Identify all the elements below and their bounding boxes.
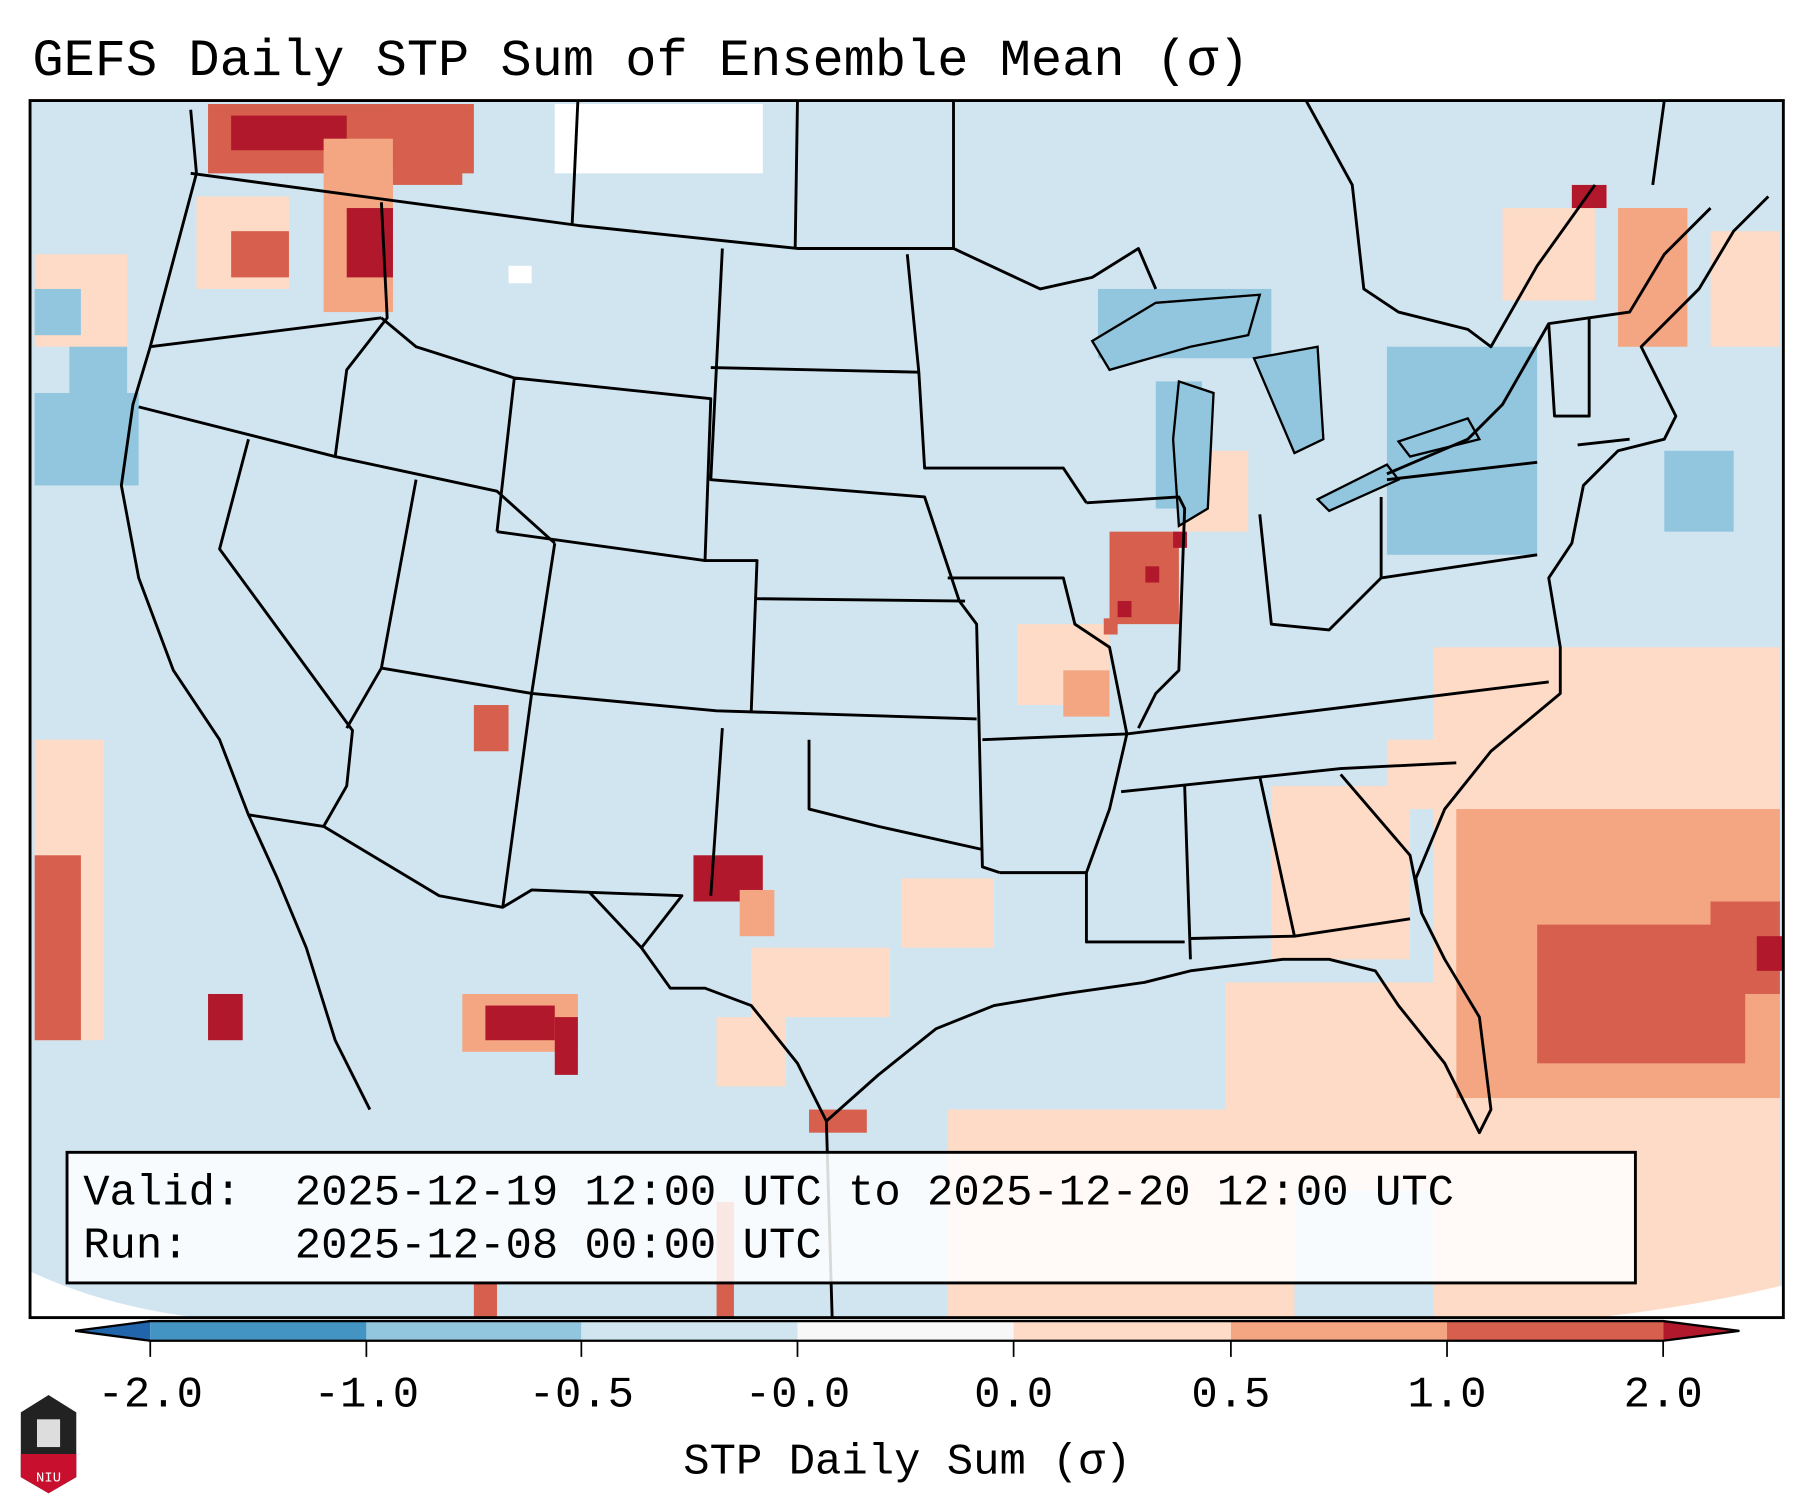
tick-label: -2.0 xyxy=(98,1371,203,1421)
grid-cell-patch xyxy=(34,288,81,336)
map-frame xyxy=(28,99,1785,1320)
map-projection-edge-right xyxy=(1594,1285,1784,1318)
grid-cell-patch xyxy=(473,1282,497,1318)
colorbar-segment xyxy=(150,1321,367,1341)
grid-cell-patch xyxy=(231,231,289,278)
grid-cell-patch xyxy=(69,346,128,393)
grid-cell xyxy=(1159,549,1174,566)
grid-cell-patch xyxy=(1618,208,1688,347)
grid-cell-patch xyxy=(208,993,243,1041)
grid-cell-patch xyxy=(485,1005,555,1041)
grid-cell-patch xyxy=(1664,450,1734,532)
colorbar-segment xyxy=(1013,1321,1231,1341)
colorbar-segment xyxy=(581,1321,798,1341)
grid-cell-patch xyxy=(1502,208,1595,301)
niu-logo: NIU xyxy=(20,1395,77,1494)
grid-cell-patch xyxy=(508,265,532,284)
colorbar-segment xyxy=(1230,1321,1448,1341)
grid-cell-patch xyxy=(739,889,775,937)
colorbar xyxy=(74,1319,1740,1357)
grid-cell-patch xyxy=(1063,670,1110,717)
grid-cell xyxy=(1117,601,1132,618)
grid-cell-patch xyxy=(554,104,763,174)
grid-cell-patch xyxy=(601,115,648,139)
colorbar-tick-labels: -2.0 -1.0 -0.5 -0.0 0.0 0.5 1.0 2.0 xyxy=(98,1371,1703,1421)
colorbar-segment xyxy=(366,1321,582,1341)
map-projection-edge-left xyxy=(30,1271,197,1318)
grid-cell-patch xyxy=(34,855,81,1041)
grid-cell-patch xyxy=(901,878,994,948)
great-lakes xyxy=(1090,293,1482,528)
tick-label: 0.5 xyxy=(1191,1371,1270,1421)
grid-cell-patch xyxy=(554,1017,578,1075)
tick-label: -1.0 xyxy=(314,1371,419,1421)
run-label: Run: xyxy=(83,1222,188,1272)
grid-cell-patch xyxy=(1571,184,1607,209)
grid-cell-patch xyxy=(716,1017,786,1087)
grid-cell-patch xyxy=(751,947,890,1018)
tick-label: -0.0 xyxy=(745,1371,850,1421)
logo-text: NIU xyxy=(36,1471,61,1487)
tick-label: 0.0 xyxy=(974,1371,1053,1421)
map-panel xyxy=(28,99,1785,1320)
grid-cell-patch xyxy=(392,104,463,185)
grid-cell-patch xyxy=(809,1109,867,1133)
grid-cell-patch xyxy=(1271,785,1411,960)
grid-cell xyxy=(1131,583,1146,600)
colorbar-segment xyxy=(797,1321,1014,1341)
colorbar-over-arrow xyxy=(1663,1321,1740,1341)
info-box: Valid: 2025-12-19 12:00 UTC to 2025-12-2… xyxy=(65,1150,1637,1285)
grid-cell xyxy=(1103,618,1118,635)
grid-cell xyxy=(1145,566,1160,583)
valid-label: Valid: xyxy=(83,1168,241,1218)
tick-label: 1.0 xyxy=(1408,1371,1487,1421)
colorbar-segment xyxy=(1447,1321,1664,1341)
colorbar-label: STP Daily Sum (σ) xyxy=(683,1438,1131,1488)
valid-value: 2025-12-19 12:00 UTC to 2025-12-20 12:00… xyxy=(295,1168,1454,1218)
tick-label: -0.5 xyxy=(529,1371,634,1421)
colorbar-under-arrow xyxy=(75,1321,151,1341)
figure-title: GEFS Daily STP Sum of Ensemble Mean (σ) xyxy=(32,32,1249,91)
tick-label: 2.0 xyxy=(1624,1371,1703,1421)
grid-cell-patch xyxy=(34,392,139,486)
run-value: 2025-12-08 00:00 UTC xyxy=(295,1222,822,1272)
grid-cell-patch xyxy=(473,705,509,752)
coastlines-and-borders xyxy=(119,100,1770,1318)
grid-cell-patch xyxy=(1710,231,1780,347)
grid-cell-patch xyxy=(1756,936,1784,971)
